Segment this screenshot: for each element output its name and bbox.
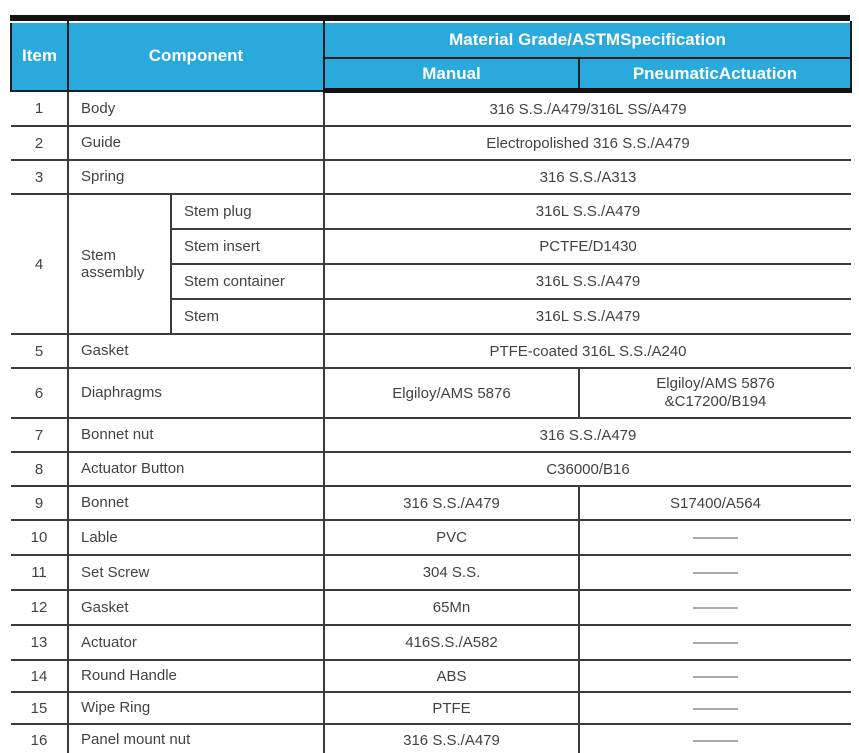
- table-row: 9 Bonnet 316 S.S./A479 S17400/A564: [11, 485, 852, 521]
- table-row: 12 Gasket 65Mn ———: [11, 589, 852, 626]
- item-cell: 6: [11, 367, 69, 419]
- item-cell: 11: [11, 554, 69, 591]
- component-cell: Round Handle: [67, 659, 325, 693]
- pneumatic-cell: ———: [577, 589, 852, 626]
- item-cell: 3: [11, 159, 69, 195]
- table-row: 1 Body 316 S.S./A479/316L SS/A479: [11, 89, 852, 127]
- component-cell: Lable: [67, 519, 325, 556]
- item-cell: 13: [11, 624, 69, 661]
- col-header-spec-group: Material Grade/ASTMSpecification: [322, 21, 853, 59]
- pneumatic-line-1: Elgiloy/AMS 5876: [656, 375, 775, 392]
- item-cell: 14: [11, 659, 69, 693]
- spec-cell: PCTFE/D1430: [322, 228, 852, 265]
- table-row: 3 Spring 316 S.S./A313: [11, 159, 852, 195]
- manual-cell: PVC: [323, 519, 580, 556]
- manual-cell: 65Mn: [323, 589, 580, 626]
- component-cell: Guide: [67, 125, 325, 161]
- manual-cell: 304 S.S.: [323, 554, 580, 591]
- spec-cell: 316L S.S./A479: [322, 298, 852, 335]
- item-cell: 7: [11, 417, 69, 453]
- component-cell: Spring: [67, 159, 325, 195]
- header-row-1: Item Component Material Grade/ASTMSpecif…: [10, 21, 853, 92]
- table-row: 11 Set Screw 304 S.S. ———: [11, 554, 852, 591]
- materials-spec-table: Item Component Material Grade/ASTMSpecif…: [10, 15, 853, 753]
- component-cell: Actuator Button: [67, 451, 325, 487]
- component-cell: Bonnet nut: [67, 417, 325, 453]
- table-row: 16 Panel mount nut 316 S.S./A479 ———: [11, 723, 852, 753]
- item-cell: 16: [11, 723, 69, 753]
- table-row: Stem container 316L S.S./A479: [11, 263, 852, 300]
- table-row: Stem 316L S.S./A479: [11, 298, 852, 335]
- spec-cell: 316L S.S./A479: [322, 263, 852, 300]
- col-header-component: Component: [67, 21, 325, 92]
- pneumatic-cell: ———: [577, 723, 852, 753]
- table-row: 5 Gasket PTFE-coated 316L S.S./A240: [11, 333, 852, 369]
- item-cell: 12: [11, 589, 69, 626]
- table-row: 6 Diaphragms Elgiloy/AMS 5876 Elgiloy/AM…: [11, 367, 852, 419]
- manual-cell: 416S.S./A582: [323, 624, 580, 661]
- component-cell: Stem assembly: [67, 193, 172, 335]
- spec-cell: 316 S.S./A479: [322, 417, 852, 453]
- manual-cell: Elgiloy/AMS 5876: [323, 367, 580, 419]
- table-row: Stem insert PCTFE/D1430: [11, 228, 852, 265]
- item-cell: 15: [11, 691, 69, 725]
- spec-cell: 316 S.S./A479/316L SS/A479: [322, 89, 852, 127]
- component-cell: Gasket: [67, 589, 325, 626]
- manual-cell: PTFE: [323, 691, 580, 725]
- sub-component-cell: Stem plug: [170, 193, 325, 230]
- sub-component-cell: Stem container: [171, 263, 325, 300]
- table-row: 4 Stem assembly Stem plug 316L S.S./A479: [11, 193, 852, 335]
- sub-component-cell: Stem insert: [171, 228, 325, 265]
- component-cell: Gasket: [67, 333, 325, 369]
- table-row: 8 Actuator Button C36000/B16: [11, 451, 852, 487]
- table-row: 13 Actuator 416S.S./A582 ———: [11, 624, 852, 661]
- table-row: 15 Wipe Ring PTFE ———: [11, 691, 852, 725]
- pneumatic-cell: ———: [577, 624, 852, 661]
- item-cell: 8: [11, 451, 69, 487]
- component-cell: Panel mount nut: [67, 723, 325, 753]
- spec-cell: 316 S.S./A313: [322, 159, 852, 195]
- spec-cell: Electropolished 316 S.S./A479: [322, 125, 852, 161]
- item-cell: 1: [11, 89, 69, 127]
- component-cell: Actuator: [67, 624, 325, 661]
- component-cell: Set Screw: [67, 554, 325, 591]
- item-cell: 4: [11, 193, 69, 335]
- item-cell: 2: [11, 125, 69, 161]
- spec-cell: C36000/B16: [322, 451, 852, 487]
- table-row: 14 Round Handle ABS ———: [11, 659, 852, 693]
- component-cell: Wipe Ring: [67, 691, 325, 725]
- table-row: 2 Guide Electropolished 316 S.S./A479: [11, 125, 852, 161]
- pneumatic-line-2: &C17200/B194: [664, 393, 767, 410]
- pneumatic-cell: S17400/A564: [577, 485, 852, 521]
- spec-cell: PTFE-coated 316L S.S./A240: [322, 333, 852, 369]
- pneumatic-cell: ———: [577, 519, 852, 556]
- table-row: 7 Bonnet nut 316 S.S./A479: [11, 417, 852, 453]
- header-row-2: Manual PneumaticActuation: [11, 57, 853, 93]
- col-header-item: Item: [10, 21, 69, 92]
- component-cell: Diaphragms: [67, 367, 325, 419]
- item-cell: 9: [11, 485, 69, 521]
- item-cell: 5: [11, 333, 69, 369]
- pneumatic-cell: ———: [577, 691, 852, 725]
- manual-cell: 316 S.S./A479: [323, 485, 580, 521]
- col-header-pneumatic: PneumaticActuation: [577, 57, 853, 93]
- table-row: 10 Lable PVC ———: [11, 519, 852, 556]
- pneumatic-cell: ———: [577, 659, 852, 693]
- pneumatic-cell: ———: [577, 554, 852, 591]
- spec-cell: 316L S.S./A479: [322, 193, 852, 230]
- component-cell: Body: [67, 89, 325, 127]
- manual-cell: ABS: [323, 659, 580, 693]
- item-cell: 10: [11, 519, 69, 556]
- component-cell: Bonnet: [67, 485, 325, 521]
- sub-component-cell: Stem: [171, 298, 325, 335]
- pneumatic-cell: Elgiloy/AMS 5876 &C17200/B194: [577, 367, 852, 419]
- manual-cell: 316 S.S./A479: [323, 723, 580, 753]
- col-header-manual: Manual: [323, 57, 580, 93]
